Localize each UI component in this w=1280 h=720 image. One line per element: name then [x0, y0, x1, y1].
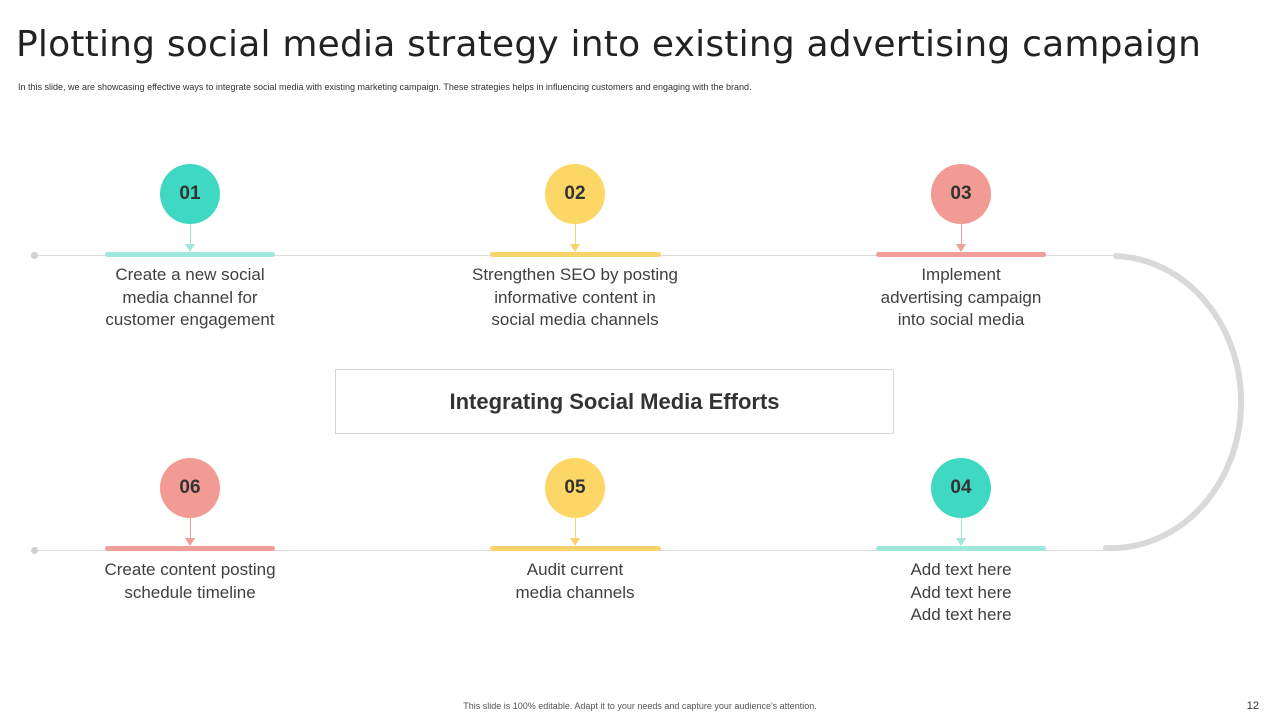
step-connector — [190, 518, 191, 540]
step-underline-bar — [105, 252, 275, 257]
step-connector — [961, 518, 962, 540]
step-number: 04 — [950, 477, 972, 498]
step-connector — [961, 224, 962, 246]
step-number-circle: 06 — [160, 458, 220, 518]
bottom-timeline-start-dot — [31, 547, 38, 554]
top-timeline-start-dot — [31, 252, 38, 259]
step-description: Audit current media channels — [515, 560, 635, 602]
timeline-connector-arc — [1103, 253, 1245, 552]
slide-footer-note: This slide is 100% editable. Adapt it to… — [463, 701, 817, 711]
step-connector — [575, 518, 576, 540]
step-pointer — [956, 538, 966, 546]
step-description: Add text here Add text here Add text her… — [910, 560, 1012, 624]
step-underline-bar — [105, 546, 275, 551]
step-number-circle: 05 — [545, 458, 605, 518]
step-number: 05 — [564, 477, 586, 498]
step-number: 06 — [179, 477, 201, 498]
step-pointer — [570, 244, 580, 252]
slide-title: Plotting social media strategy into exis… — [16, 24, 1202, 65]
step-description: Create a new social media channel for cu… — [105, 265, 275, 329]
step-pointer — [956, 244, 966, 252]
step-underline-bar — [490, 546, 661, 551]
step-underline-bar — [876, 252, 1046, 257]
step-description: Strengthen SEO by posting informative co… — [471, 265, 679, 329]
step-number-circle: 01 — [160, 164, 220, 224]
step-number: 02 — [564, 183, 586, 204]
step-number: 01 — [179, 183, 201, 204]
step-pointer — [185, 538, 195, 546]
slide-subtitle: In this slide, we are showcasing effecti… — [18, 82, 752, 92]
step-pointer — [570, 538, 580, 546]
step-connector — [190, 224, 191, 246]
step-pointer — [185, 244, 195, 252]
page-number: 12 — [1246, 700, 1259, 712]
step-underline-bar — [876, 546, 1046, 551]
step-number: 03 — [950, 183, 972, 204]
step-connector — [575, 224, 576, 246]
step-description: Create content posting schedule timeline — [104, 560, 276, 602]
step-underline-bar — [490, 252, 661, 257]
step-number-circle: 04 — [931, 458, 991, 518]
step-description: Implement advertising campaign into soci… — [880, 265, 1042, 329]
step-number-circle: 02 — [545, 164, 605, 224]
center-label-box: Integrating Social Media Efforts — [335, 369, 894, 434]
center-label: Integrating Social Media Efforts — [449, 388, 780, 414]
step-number-circle: 03 — [931, 164, 991, 224]
